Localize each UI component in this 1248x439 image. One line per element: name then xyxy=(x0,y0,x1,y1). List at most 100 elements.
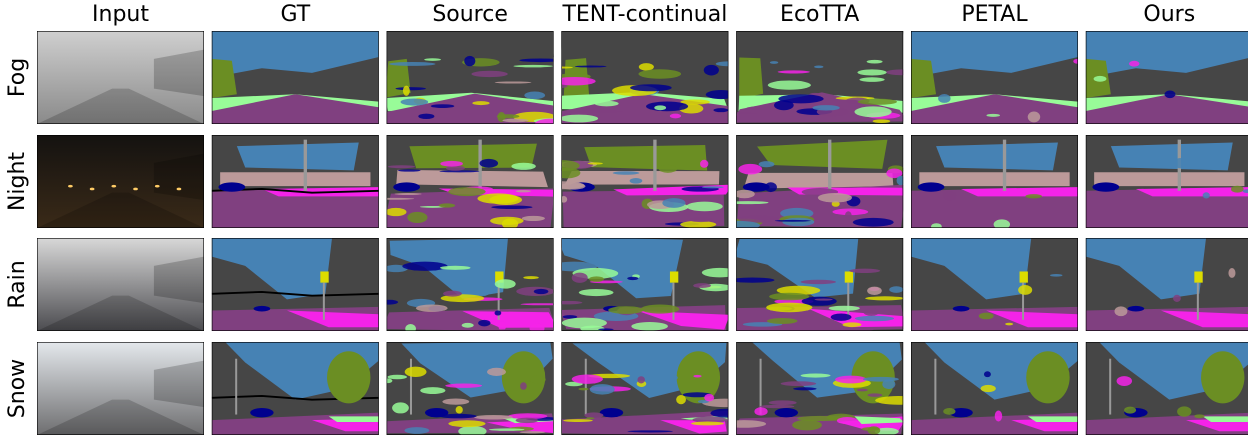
object xyxy=(953,306,970,312)
noise xyxy=(867,287,882,295)
object xyxy=(1194,271,1202,282)
noise xyxy=(775,220,811,222)
region xyxy=(936,142,1058,170)
noise xyxy=(524,91,545,99)
segmentation-map xyxy=(1086,238,1248,331)
noise xyxy=(855,106,892,117)
noise xyxy=(627,430,673,432)
noise xyxy=(489,428,525,431)
noise xyxy=(464,56,475,66)
noise xyxy=(448,420,485,427)
noise xyxy=(865,296,904,300)
noise xyxy=(693,283,711,288)
noise xyxy=(407,212,427,223)
noise xyxy=(630,178,643,184)
input-image xyxy=(37,31,204,124)
page: InputGTSourceTENT-continualEcoTTAPETALOu… xyxy=(0,0,1248,435)
segmentation-map xyxy=(911,238,1078,331)
noise xyxy=(530,324,545,334)
noise xyxy=(401,98,429,105)
object xyxy=(828,140,831,191)
noise xyxy=(801,280,836,284)
noise xyxy=(943,408,955,415)
noise xyxy=(1028,111,1040,122)
noise xyxy=(835,376,867,384)
noise xyxy=(793,387,817,390)
noise xyxy=(491,205,532,209)
noise xyxy=(873,119,891,123)
column-header: EcoTTA xyxy=(780,2,859,27)
noise xyxy=(395,193,422,195)
region xyxy=(237,142,359,170)
region xyxy=(220,172,370,186)
noise xyxy=(882,379,895,389)
object xyxy=(600,408,623,417)
light xyxy=(90,188,95,191)
noise xyxy=(383,378,393,383)
segmentation-map xyxy=(1086,342,1248,435)
column-header: TENT-continual xyxy=(561,2,727,27)
noise xyxy=(713,108,728,112)
noise xyxy=(588,162,603,164)
noise xyxy=(767,318,797,324)
segmentation-map xyxy=(212,342,379,435)
noise xyxy=(686,202,722,212)
noise xyxy=(589,276,604,282)
noise xyxy=(392,402,409,413)
segmentation-map xyxy=(212,135,379,228)
noise xyxy=(702,186,724,188)
noise xyxy=(405,324,416,333)
noise xyxy=(867,60,883,64)
noise xyxy=(495,81,532,83)
noise xyxy=(676,395,686,404)
noise xyxy=(768,80,811,89)
region xyxy=(1094,172,1244,186)
noise xyxy=(781,381,817,386)
object xyxy=(323,283,325,320)
noise xyxy=(837,417,858,424)
noise xyxy=(765,182,777,192)
noise xyxy=(734,190,755,199)
row-label: Snow xyxy=(5,359,30,418)
noise xyxy=(1175,158,1186,168)
noise xyxy=(670,114,681,119)
column-header: Source xyxy=(432,2,508,27)
segmentation-map xyxy=(212,31,379,124)
noise xyxy=(395,87,425,90)
noise xyxy=(487,368,506,376)
noise xyxy=(590,384,615,394)
noise xyxy=(659,165,677,173)
noise xyxy=(1005,323,1013,326)
noise xyxy=(439,203,455,207)
noise xyxy=(402,262,447,271)
noise xyxy=(727,201,769,204)
segmentation-map xyxy=(539,135,732,229)
noise xyxy=(654,105,666,110)
noise xyxy=(1050,274,1062,277)
noise xyxy=(575,66,607,68)
input-image xyxy=(37,342,204,435)
noise xyxy=(812,105,839,110)
noise xyxy=(631,322,668,331)
region xyxy=(565,171,720,185)
object xyxy=(250,408,273,417)
noise xyxy=(646,101,688,111)
region xyxy=(584,145,707,171)
segmentation-map xyxy=(730,238,908,333)
noise xyxy=(801,374,831,378)
noise xyxy=(534,289,549,294)
noise xyxy=(637,376,644,383)
noise xyxy=(562,318,607,329)
noise xyxy=(858,99,897,105)
noise xyxy=(889,286,903,293)
noise xyxy=(760,405,795,408)
segmentation-map xyxy=(911,342,1078,435)
noise xyxy=(818,193,852,203)
noise xyxy=(474,415,513,420)
noise xyxy=(702,268,738,278)
object xyxy=(585,359,587,415)
column-header: Input xyxy=(92,2,149,27)
noise xyxy=(578,388,588,391)
noise xyxy=(523,276,538,279)
noise xyxy=(691,422,724,426)
